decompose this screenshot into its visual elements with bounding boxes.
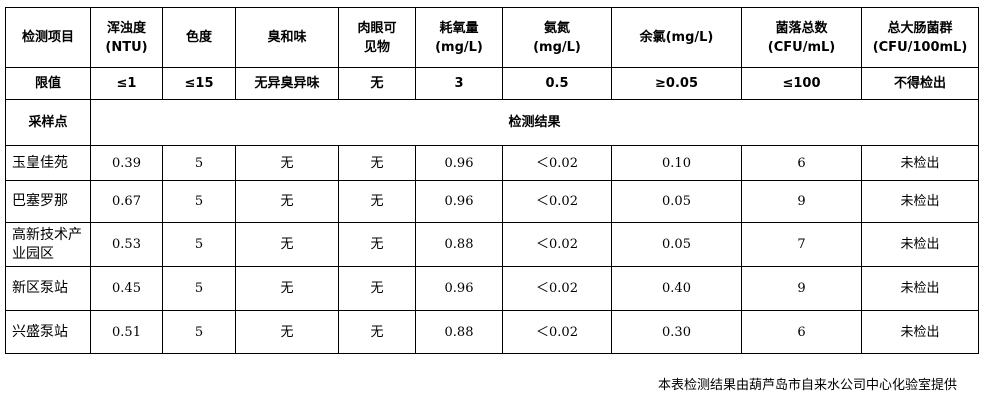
- table-row: 玉皇佳苑 0.39 5 无无 0.96 ＜0.02 0.10 6 未检出: [5, 145, 979, 181]
- results-label: 检测结果: [90, 99, 979, 146]
- result-cell: 0.96: [415, 145, 503, 181]
- header-cell: 浑浊度 (NTU): [90, 7, 163, 68]
- header-cell: 臭和味: [235, 7, 339, 68]
- footer-note: 本表检测结果由葫芦岛市自来水公司中心化验室提供: [657, 378, 957, 393]
- result-cell: 未检出: [861, 222, 979, 267]
- sample-point-cell: 巴塞罗那: [5, 180, 91, 223]
- result-cell: 0.39: [90, 145, 163, 181]
- sample-point-cell: 兴盛泵站: [5, 310, 91, 354]
- result-cell: 0.30: [611, 310, 742, 354]
- result-cell: 无: [235, 145, 339, 181]
- result-cell: 无: [338, 222, 416, 267]
- water-quality-table: 检测项目 浑浊度 (NTU) 色度 臭和味 肉眼可 见物 耗氧量 (mg/L) 氨氮 (mg…: [5, 7, 979, 354]
- result-cell: ＜0.02: [502, 222, 612, 267]
- table-row: 兴盛泵站 0.51 5 无无 0.88 ＜0.02 0.30 6 未检出: [5, 310, 979, 354]
- table-row: 高新技术产业园区 0.53 5 无无 0.88 ＜0.02 0.05 7 未检出: [5, 222, 979, 267]
- limit-row: 限值 ≤1 ≤15 无异臭异味无 3 0.5 ≥0.05 ≤100 不得检出: [5, 67, 979, 100]
- result-cell: 无: [338, 180, 416, 223]
- table-row: 巴塞罗那 0.67 5 无无 0.96 ＜0.02 0.05 9 未检出: [5, 180, 979, 223]
- result-cell: 0.05: [611, 222, 742, 267]
- result-cell: 0.88: [415, 310, 503, 354]
- result-cell: 5: [162, 180, 236, 223]
- result-cell: 0.45: [90, 266, 163, 311]
- header-cell: 色度: [162, 7, 236, 68]
- result-cell: 未检出: [861, 266, 979, 311]
- result-cell: 5: [162, 222, 236, 267]
- result-cell: 无: [338, 266, 416, 311]
- result-cell: ＜0.02: [502, 266, 612, 311]
- header-cell: 余氯(mg/L): [611, 7, 742, 68]
- result-cell: 5: [162, 266, 236, 311]
- header-cell: 肉眼可 见物: [338, 7, 416, 68]
- limit-cell: ≤15: [162, 67, 236, 100]
- result-cell: 9: [741, 180, 862, 223]
- result-cell: 0.10: [611, 145, 742, 181]
- result-cell: 无: [338, 310, 416, 354]
- result-cell: ＜0.02: [502, 145, 612, 181]
- result-cell: 5: [162, 310, 236, 354]
- sample-point-cell: 玉皇佳苑: [5, 145, 91, 181]
- result-cell: 无: [235, 310, 339, 354]
- result-cell: 0.67: [90, 180, 163, 223]
- limit-cell: 3: [415, 67, 503, 100]
- result-cell: ＜0.02: [502, 180, 612, 223]
- result-cell: 无: [235, 222, 339, 267]
- result-cell: 0.53: [90, 222, 163, 267]
- header-cell: 氨氮 (mg/L): [502, 7, 612, 68]
- result-cell: 0.96: [415, 266, 503, 311]
- result-cell: ＜0.02: [502, 310, 612, 354]
- limit-cell: 限值: [5, 67, 91, 100]
- result-cell: 7: [741, 222, 862, 267]
- limit-cell: ≤100: [741, 67, 862, 100]
- sample-point-cell: 新区泵站: [5, 266, 91, 311]
- limit-cell: 无异臭异味: [235, 67, 339, 100]
- limit-cell: ≤1: [90, 67, 163, 100]
- header-row: 检测项目 浑浊度 (NTU) 色度 臭和味 肉眼可 见物 耗氧量 (mg/L) 氨氮 (mg…: [5, 7, 979, 68]
- result-cell: 0.40: [611, 266, 742, 311]
- limit-cell: ≥0.05: [611, 67, 742, 100]
- result-cell: 无: [338, 145, 416, 181]
- result-cell: 无: [235, 180, 339, 223]
- result-cell: 6: [741, 145, 862, 181]
- result-cell: 0.05: [611, 180, 742, 223]
- limit-cell: 无: [338, 67, 416, 100]
- result-cell: 0.88: [415, 222, 503, 267]
- limit-cell: 不得检出: [861, 67, 979, 100]
- sample-point-cell: 高新技术产业园区: [5, 222, 91, 267]
- result-cell: 5: [162, 145, 236, 181]
- header-cell: 耗氧量 (mg/L): [415, 7, 503, 68]
- result-cell: 无: [235, 266, 339, 311]
- table-row: 新区泵站 0.45 5 无无 0.96 ＜0.02 0.40 9 未检出: [5, 266, 979, 311]
- section-row: 采样点 检测结果: [5, 99, 979, 146]
- result-cell: 9: [741, 266, 862, 311]
- header-cell: 总大肠菌群 (CFU/100mL): [861, 7, 979, 68]
- result-cell: 6: [741, 310, 862, 354]
- limit-cell: 0.5: [502, 67, 612, 100]
- header-cell: 菌落总数 (CFU/mL): [741, 7, 862, 68]
- result-cell: 0.51: [90, 310, 163, 354]
- result-cell: 0.96: [415, 180, 503, 223]
- result-cell: 未检出: [861, 180, 979, 223]
- sample-point-label: 采样点: [5, 99, 91, 146]
- header-cell: 检测项目: [5, 7, 91, 68]
- result-cell: 未检出: [861, 310, 979, 354]
- result-cell: 未检出: [861, 145, 979, 181]
